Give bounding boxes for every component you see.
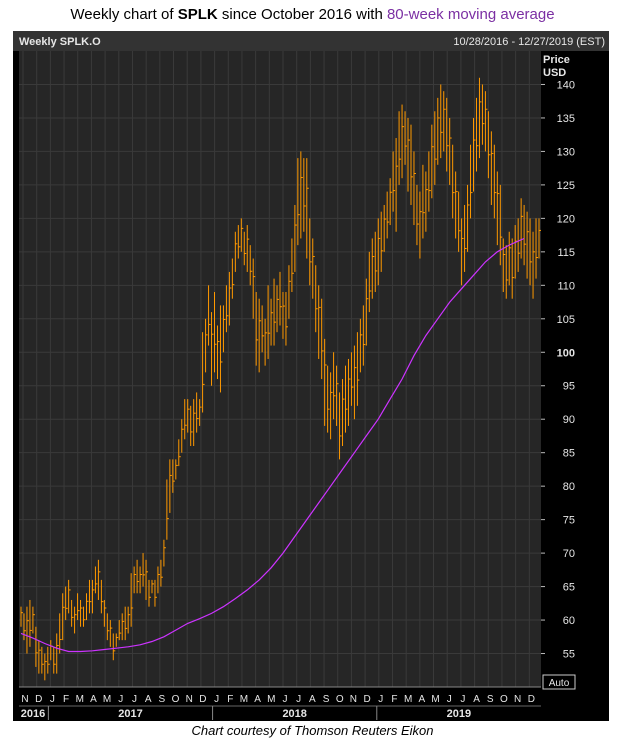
x-month-label: O (172, 694, 180, 705)
price-chart: Weekly SPLK.O 10/28/2016 - 12/27/2019 (E… (13, 31, 609, 720)
x-month-label: J (283, 694, 288, 705)
x-month-label: M (267, 694, 275, 705)
y-tick-label: 130 (557, 146, 575, 158)
chart-title: Weekly chart of SPLK since October 2016 … (0, 6, 625, 23)
y-tick-label: 135 (557, 113, 575, 125)
title-ma-label: 80-week moving average (386, 6, 555, 23)
x-month-label: D (35, 694, 42, 705)
x-month-label: J (132, 694, 137, 705)
x-month-label: M (404, 694, 412, 705)
x-year-label: 2016 (21, 708, 45, 720)
y-tick-label: 125 (557, 180, 575, 192)
y-tick-label: 55 (563, 649, 575, 661)
x-year-label: 2018 (282, 708, 306, 720)
y-tick-label: 80 (563, 481, 575, 493)
auto-button[interactable] (542, 674, 576, 690)
x-month-label: A (309, 694, 316, 705)
x-month-label: F (227, 694, 233, 705)
x-month-label: D (528, 694, 535, 705)
x-month-label: N (350, 694, 357, 705)
x-month-label: A (473, 694, 480, 705)
header-right: 10/28/2016 - 12/27/2019 (EST) (453, 36, 605, 48)
y-tick-label: 60 (563, 615, 575, 627)
y-tick-label: 110 (557, 280, 575, 292)
x-month-label: A (90, 694, 97, 705)
chart-frame: Weekly SPLK.O 10/28/2016 - 12/27/2019 (E… (13, 31, 609, 721)
y-tick-label: 75 (563, 515, 575, 527)
x-month-label: M (103, 694, 111, 705)
x-month-label: O (500, 694, 508, 705)
x-month-label: A (145, 694, 152, 705)
x-month-label: J (447, 694, 452, 705)
auto-button-label: Auto (549, 678, 570, 689)
y-tick-label: 115 (557, 247, 575, 259)
y-tick-label: 90 (563, 414, 575, 426)
y-tick-label: 70 (563, 548, 575, 560)
y-tick-label: 120 (557, 213, 575, 225)
x-month-label: S (487, 694, 494, 705)
y-tick-label: 100 (557, 347, 575, 359)
x-month-label: J (50, 694, 55, 705)
x-month-label: J (118, 694, 123, 705)
ma-line (20, 237, 525, 653)
chart-credit: Chart courtesy of Thomson Reuters Eikon (191, 723, 434, 738)
x-month-label: J (378, 694, 383, 705)
x-month-label: N (21, 694, 28, 705)
x-month-label: F (391, 694, 397, 705)
price-axis-label: Price (543, 54, 570, 66)
y-tick-label: 105 (557, 314, 575, 326)
header-bar (13, 31, 609, 51)
x-month-label: M (431, 694, 439, 705)
x-month-label: M (76, 694, 84, 705)
x-month-label: A (254, 694, 261, 705)
y-tick-label: 85 (563, 448, 575, 460)
x-month-label: N (186, 694, 193, 705)
x-month-label: S (159, 694, 166, 705)
grid (19, 51, 541, 687)
title-prefix: Weekly chart of (70, 6, 178, 23)
x-month-label: O (336, 694, 344, 705)
y-tick-label: 140 (557, 79, 575, 91)
y-tick-label: 65 (563, 582, 575, 594)
x-month-label: J (460, 694, 465, 705)
x-axis-years: 2016 2017 2018 2019 (19, 705, 541, 720)
x-month-label: D (199, 694, 206, 705)
x-month-label: A (419, 694, 426, 705)
title-ticker: SPLK (177, 6, 218, 23)
x-month-label: F (63, 694, 69, 705)
x-month-label: J (296, 694, 301, 705)
x-year-label: 2019 (447, 708, 471, 720)
price-series (20, 77, 541, 681)
title-middle: since October 2016 with (217, 6, 387, 23)
x-month-label: N (514, 694, 521, 705)
header-left: Weekly SPLK.O (19, 36, 101, 48)
x-month-label: M (240, 694, 248, 705)
y-axis: 55 60 65 70 75 80 85 90 95 100 105 110 115 120 125 130 1… (541, 79, 575, 661)
x-month-label: D (363, 694, 370, 705)
y-tick-label: 95 (563, 381, 575, 393)
x-month-label: J (214, 694, 219, 705)
x-month-label: S (323, 694, 330, 705)
x-year-label: 2017 (118, 708, 142, 720)
plot-area (19, 51, 541, 687)
unit-axis-label: USD (543, 67, 566, 79)
